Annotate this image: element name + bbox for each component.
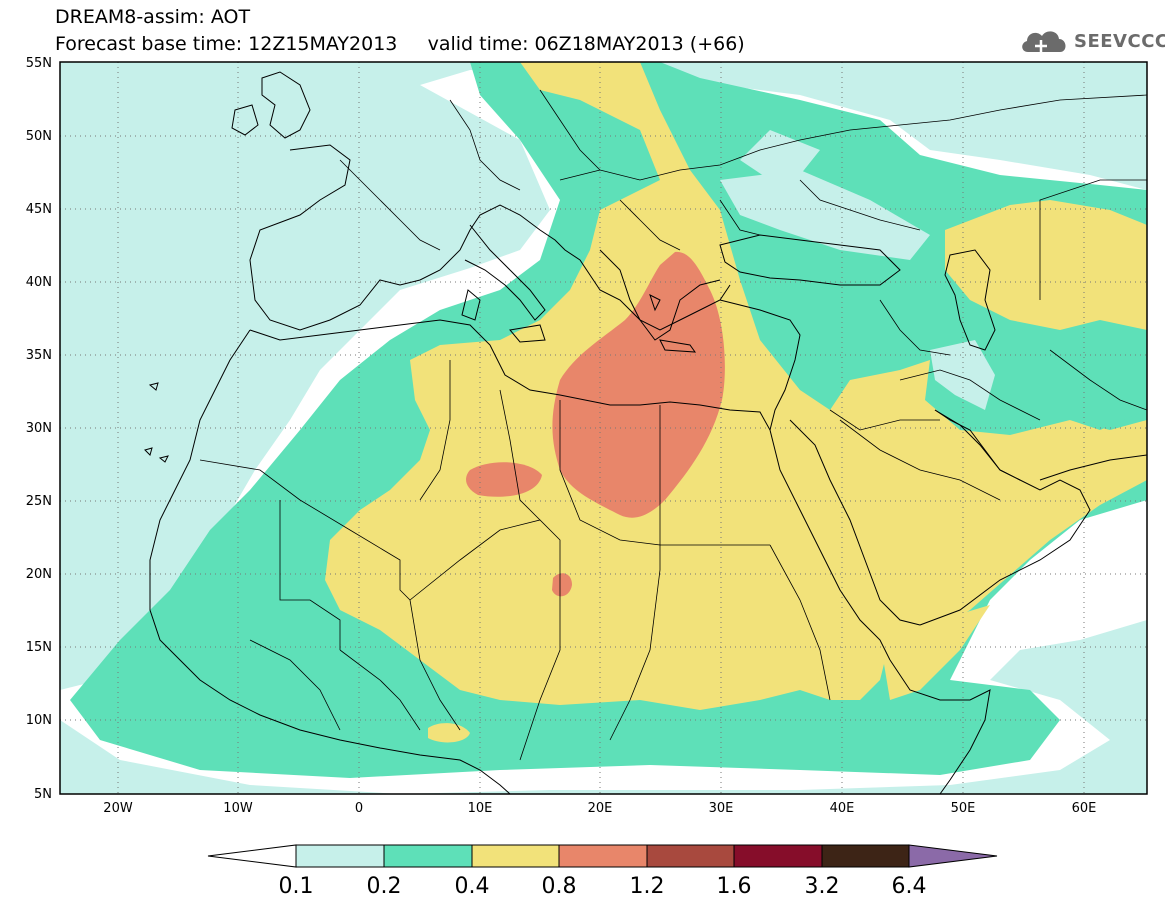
- longitude-axis: 20W 10W 0 10E 20E 30E 40E 50E 60E: [103, 801, 1096, 816]
- lon-tick-label: 20E: [588, 801, 613, 816]
- colorbar: 0.1 0.2 0.4 0.8 1.2 1.6 3.2 6.4: [207, 844, 998, 899]
- lon-tick-label: 40E: [830, 801, 855, 816]
- colorbar-swatch: [733, 844, 823, 868]
- aot-contour-0.1: [60, 62, 1147, 794]
- colorbar-swatch: [821, 844, 910, 868]
- lon-tick-label: 30E: [709, 801, 734, 816]
- colorbar-label: 0.2: [367, 874, 402, 899]
- colorbar-label: 1.2: [630, 874, 665, 899]
- colorbar-label: 1.6: [717, 874, 752, 899]
- lat-tick-label: 20N: [26, 567, 52, 582]
- lat-tick-label: 15N: [26, 640, 52, 655]
- map-subtitle: Forecast base time: 12Z15MAY2013 valid t…: [55, 33, 745, 55]
- lat-tick-label: 25N: [26, 494, 52, 509]
- colorbar-label: 3.2: [805, 874, 840, 899]
- colorbar-swatch: [646, 844, 735, 868]
- colorbar-swatch: [471, 844, 560, 868]
- lat-tick-label: 35N: [26, 348, 52, 363]
- colorbar-extend-low: [207, 844, 297, 868]
- colorbar-extend-high: [908, 844, 998, 868]
- colorbar-label: 0.4: [455, 874, 490, 899]
- colorbar-label: 0.1: [279, 874, 314, 899]
- lon-tick-label: 10E: [468, 801, 493, 816]
- colorbar-swatch: [295, 844, 385, 868]
- colorbar-label: 6.4: [892, 874, 927, 899]
- valid-time: valid time: 06Z18MAY2013 (+66): [427, 33, 745, 55]
- lat-tick-label: 30N: [26, 421, 52, 436]
- lon-tick-label: 60E: [1072, 801, 1097, 816]
- brand-name: SEEVCCC: [1074, 30, 1165, 52]
- lon-tick-label: 50E: [951, 801, 976, 816]
- lon-tick-label: 0: [355, 801, 363, 816]
- lat-tick-label: 55N: [26, 56, 52, 71]
- map-border: [59, 61, 1148, 795]
- forecast-base-time: Forecast base time: 12Z15MAY2013: [55, 33, 398, 55]
- coastlines: [144, 71, 1147, 794]
- aot-contour-0.4: [325, 62, 1147, 710]
- seevccc-logo: SEEVCCC: [1018, 26, 1165, 56]
- cloud-logo-icon: [1022, 31, 1066, 52]
- latitude-axis: 55N 50N 45N 40N 35N 30N 25N 20N 15N 10N …: [26, 56, 52, 802]
- map-plot-area: [60, 62, 1147, 794]
- lat-tick-label: 45N: [26, 202, 52, 217]
- lat-tick-label: 10N: [26, 713, 52, 728]
- map-title: DREAM8-assim: AOT: [55, 6, 251, 28]
- lon-tick-label: 20W: [103, 801, 133, 816]
- lat-tick-label: 50N: [26, 129, 52, 144]
- lat-tick-label: 40N: [26, 275, 52, 290]
- colorbar-label: 0.8: [542, 874, 577, 899]
- colorbar-swatch: [558, 844, 648, 868]
- country-borders: [199, 89, 1147, 761]
- aot-contour-0.8: [552, 251, 725, 518]
- lat-tick-label: 5N: [34, 787, 52, 802]
- colorbar-swatch: [383, 844, 473, 868]
- lon-tick-label: 10W: [223, 801, 253, 816]
